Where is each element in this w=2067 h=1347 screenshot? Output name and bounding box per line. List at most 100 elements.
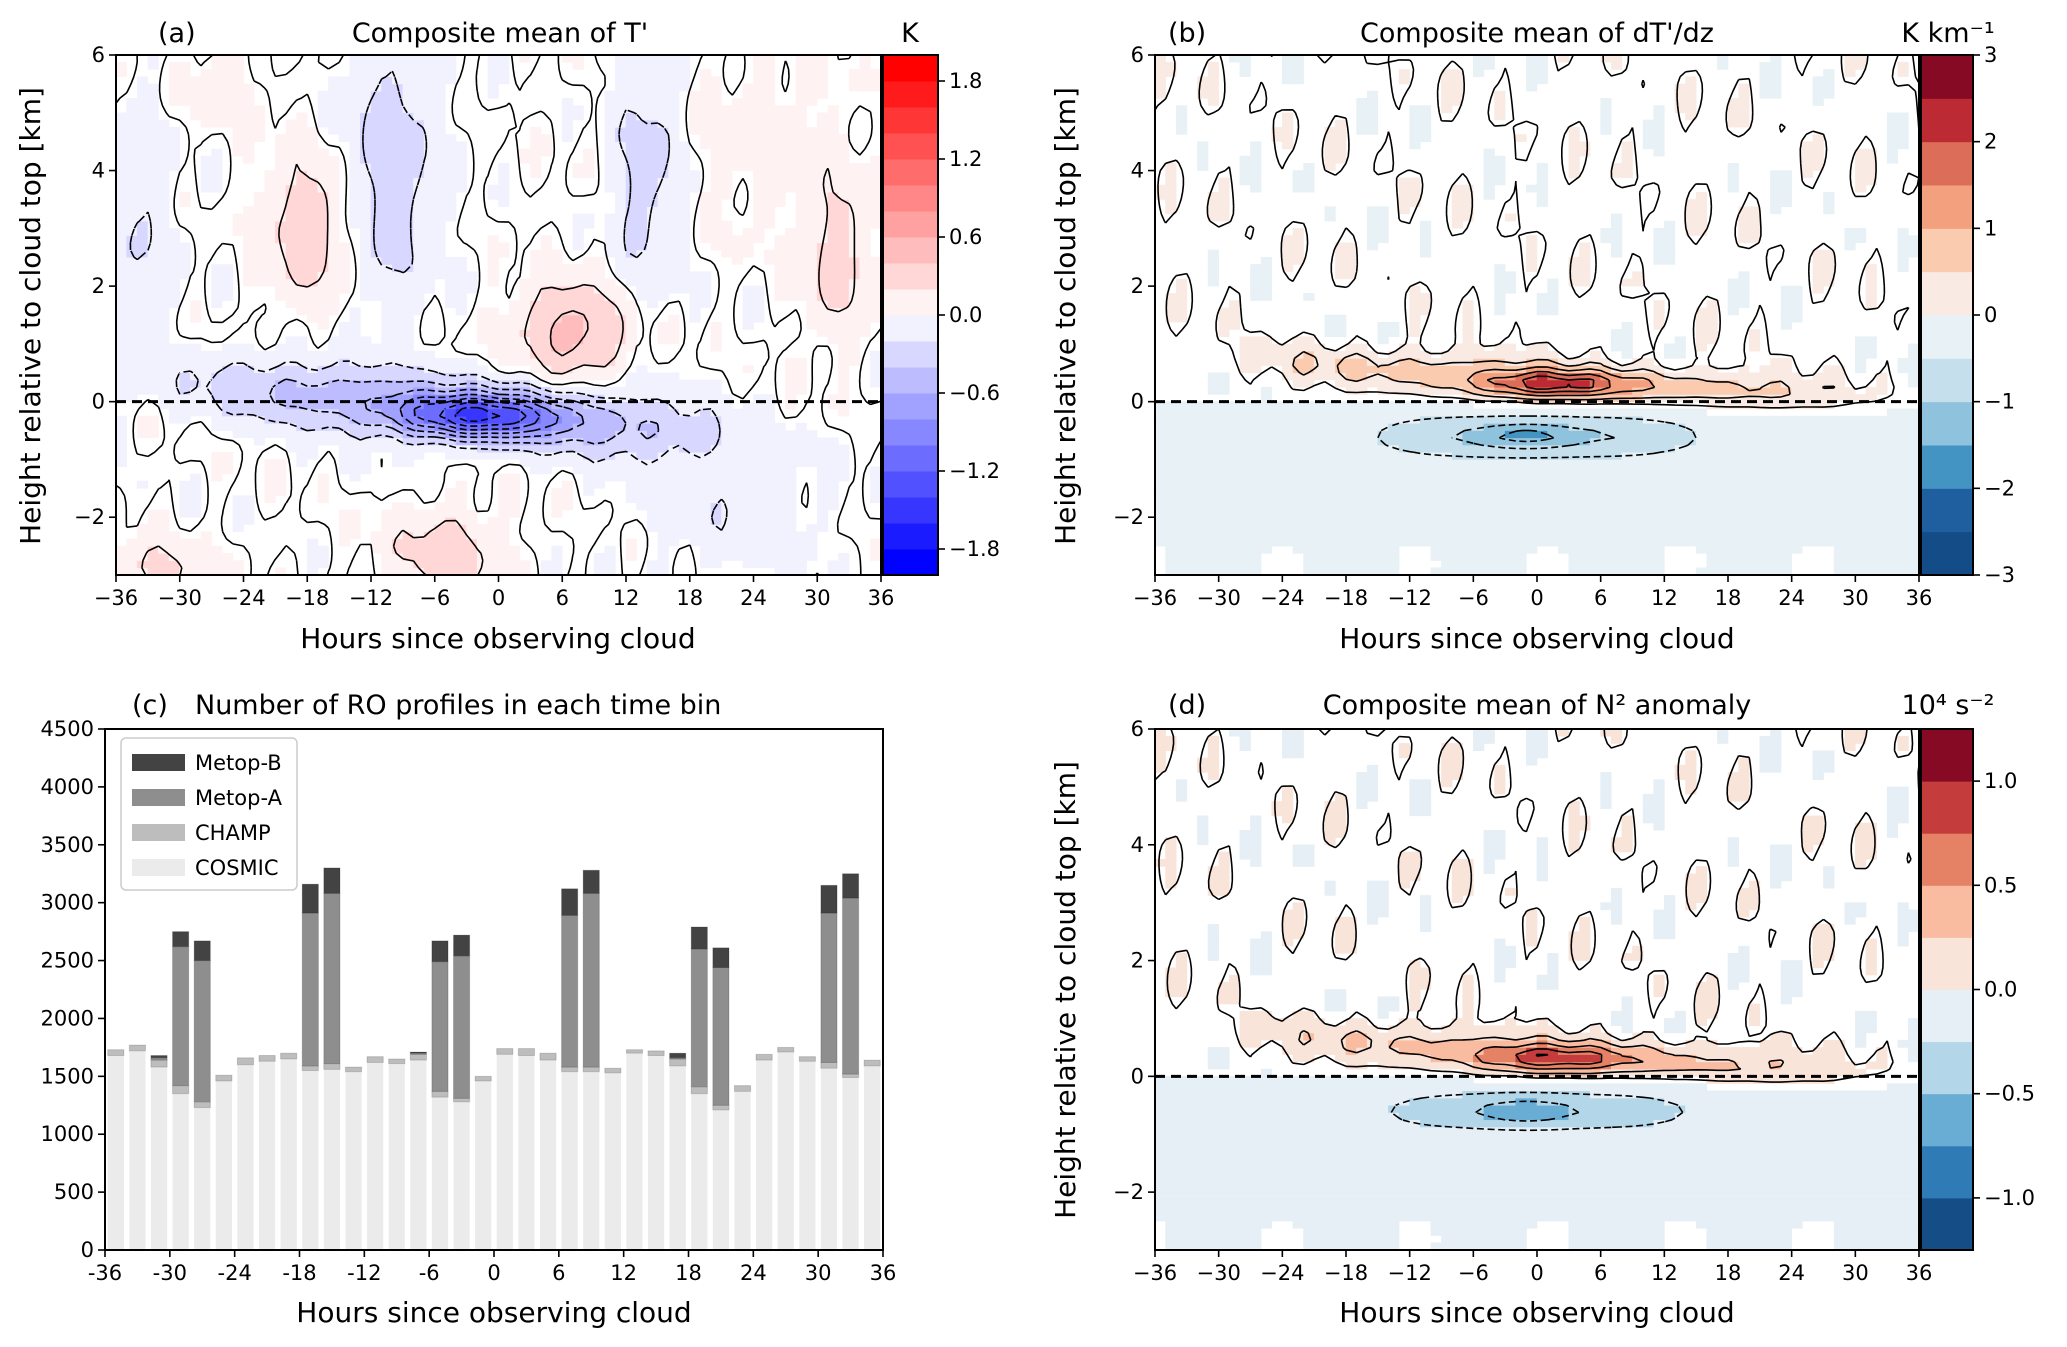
heatmap-cell [317, 119, 361, 128]
heatmap-cell [1282, 242, 1304, 251]
heatmap-cell [1154, 184, 1177, 193]
heatmap-cell [381, 314, 414, 323]
heatmap-cell [158, 394, 212, 402]
heatmap-cell [275, 343, 308, 352]
heatmap-cell [115, 220, 138, 229]
heatmap-cell [838, 358, 861, 366]
heatmap-cell [232, 141, 255, 150]
heatmap-cell [1250, 858, 1262, 867]
contour-positive [1298, 1029, 1785, 1075]
colorbar-bin [1921, 531, 1973, 576]
heatmap-cell [296, 379, 329, 388]
heatmap-cell [1770, 858, 1792, 867]
heatmap-cell [540, 408, 552, 417]
heatmap-cell [285, 199, 329, 207]
heatmap-cell [1175, 779, 1188, 788]
heatmap-cell [487, 415, 521, 424]
heatmap-cell [1292, 844, 1315, 853]
heatmap-cell [1282, 264, 1294, 272]
heatmap-cell [1759, 743, 1782, 752]
heatmap-cell [1568, 134, 1580, 142]
heatmap-cell [827, 394, 850, 402]
heatmap-cell [1154, 531, 1920, 540]
y-tick-label: 4 [1131, 159, 1144, 183]
heatmap-cell [583, 336, 627, 345]
heatmap-cell [1377, 329, 1400, 337]
heatmap-cell [275, 293, 340, 301]
heatmap-cell [1335, 916, 1357, 925]
heatmap-cell [1197, 83, 1219, 92]
colorbar-tick-label: −1.8 [949, 537, 1000, 561]
heatmap-cell [306, 170, 340, 179]
heatmap-cell [381, 560, 414, 569]
heatmap-cell [604, 126, 616, 135]
heatmap-cell [1876, 1054, 1888, 1063]
heatmap-cell [1886, 822, 1899, 831]
heatmap-cell [1653, 379, 1739, 388]
heatmap-cell [413, 264, 467, 272]
heatmap-cell [1494, 379, 1527, 388]
heatmap-cell [1526, 76, 1548, 85]
colorbar-bin [1921, 401, 1973, 446]
heatmap-cell [583, 415, 627, 424]
heatmap-cell [1282, 931, 1304, 940]
heatmap-cell [211, 379, 276, 388]
heatmap-cell [349, 177, 372, 186]
contour-positive [141, 163, 856, 576]
heatmap-cell [1865, 938, 1877, 947]
heatmap-field [115, 54, 882, 576]
heatmap-cell [615, 83, 691, 92]
heatmap-cell [179, 509, 202, 518]
heatmap-cell [615, 61, 691, 70]
heatmap-cell [1388, 1039, 1538, 1048]
heatmap-cell [1324, 801, 1347, 809]
heatmap-cell [1579, 242, 1591, 251]
heatmap-cell [1462, 981, 1474, 990]
heatmap-cell [668, 401, 733, 410]
bar-cosmic [820, 1068, 838, 1250]
heatmap-cell [1356, 1047, 1400, 1055]
heatmap-cell [349, 155, 361, 164]
heatmap-cell [1154, 743, 1177, 752]
heatmap-cell [211, 293, 234, 301]
heatmap-cell [1536, 851, 1548, 860]
heatmap-cell [1335, 264, 1357, 272]
heatmap-cell [1398, 866, 1421, 875]
heatmap-cell [636, 112, 680, 121]
heatmap-cell [1165, 177, 1177, 186]
heatmap-cell [338, 524, 361, 532]
heatmap-cell [360, 148, 425, 157]
heatmap-cell [1409, 300, 1432, 309]
heatmap-cell [1451, 451, 1623, 460]
heatmap-cell [455, 386, 478, 395]
heatmap-cell [1324, 996, 1347, 1005]
heatmap-cell [551, 386, 722, 395]
heatmap-cell [1462, 1090, 1591, 1099]
heatmap-cell [1356, 112, 1379, 121]
heatmap-cell [487, 278, 499, 287]
heatmap-cell [700, 134, 850, 142]
heatmap-cell [466, 524, 510, 532]
legend-swatch [132, 859, 185, 876]
heatmap-cell [1685, 76, 1697, 85]
heatmap-cell [519, 459, 850, 467]
heatmap-cell [1897, 924, 1920, 932]
heatmap-cell [1292, 902, 1304, 911]
x-tick-label: −18 [285, 586, 329, 610]
heatmap-cell [1303, 560, 1400, 569]
contour-positive [1486, 370, 1611, 394]
heatmap-cell [147, 509, 170, 518]
heatmap-cell [1642, 808, 1665, 817]
heatmap-cell [604, 235, 627, 244]
heatmap-cell [1335, 938, 1357, 947]
colorbar-bin [883, 237, 938, 264]
contour-lines [1154, 728, 1920, 1132]
heatmap-cell [657, 119, 680, 128]
heatmap-cell [1197, 837, 1209, 846]
heatmap-cell [413, 206, 457, 215]
heatmap-cell [604, 141, 627, 150]
heatmap-cell [1250, 285, 1273, 294]
heatmap-cell [870, 358, 882, 366]
heatmap-cell [1600, 372, 1623, 381]
heatmap-cell [1441, 1235, 1527, 1244]
